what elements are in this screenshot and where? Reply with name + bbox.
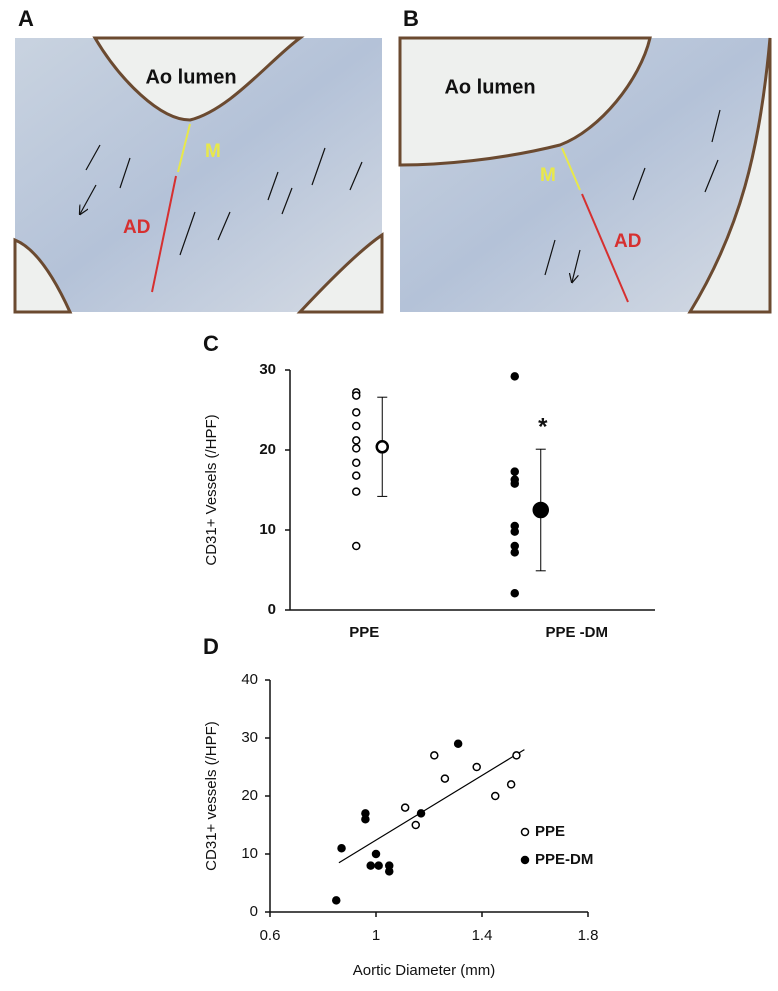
mean-point xyxy=(532,501,549,519)
data-point xyxy=(510,588,519,598)
data-point xyxy=(400,803,410,812)
legend-marker xyxy=(520,827,530,837)
micrograph-b: B Ao lumen M AD xyxy=(398,6,772,314)
data-point xyxy=(352,408,361,417)
data-point xyxy=(374,861,383,870)
panel-label: D xyxy=(203,634,219,659)
data-point xyxy=(510,548,519,557)
x-tick-label: 1.4 xyxy=(472,927,493,944)
y-axis-label: CD31+ vessels (/HPF) xyxy=(203,721,220,871)
data-point xyxy=(411,820,420,830)
panel-label: C xyxy=(203,331,219,356)
panel-label: A xyxy=(18,6,34,31)
adventitia-label: AD xyxy=(123,217,150,238)
y-tick-label: 0 xyxy=(250,903,258,920)
data-point xyxy=(440,774,450,783)
lumen-label: Ao lumen xyxy=(145,66,236,88)
data-point xyxy=(510,372,519,381)
y-tick-label: 0 xyxy=(268,601,276,618)
x-tick-label: 1.8 xyxy=(578,927,599,944)
data-point xyxy=(352,471,361,480)
y-tick-label: 10 xyxy=(241,845,258,862)
micrograph-a: A Ao lumen M AD xyxy=(13,6,384,314)
y-tick-label: 10 xyxy=(259,521,276,538)
adventitia-label: AD xyxy=(614,231,641,252)
lumen-label: Ao lumen xyxy=(444,76,535,98)
x-tick-label: PPE xyxy=(349,624,379,641)
data-point xyxy=(506,780,516,789)
data-point xyxy=(352,458,361,468)
legend-label: PPE xyxy=(535,823,565,840)
data-point xyxy=(371,849,381,859)
y-tick-label: 30 xyxy=(241,729,258,746)
data-point xyxy=(352,436,361,445)
data-point xyxy=(510,527,519,536)
data-point xyxy=(491,791,500,801)
y-axis-label: CD31+ Vessels (/HPF) xyxy=(203,414,220,565)
data-point xyxy=(430,751,439,760)
data-point xyxy=(352,541,361,551)
y-tick-label: 20 xyxy=(259,441,276,458)
data-point xyxy=(361,814,370,824)
significance: * xyxy=(538,413,548,440)
data-point xyxy=(366,861,375,870)
x-tick-label: PPE -DM xyxy=(545,624,608,641)
data-point xyxy=(352,421,361,431)
data-point xyxy=(453,739,463,749)
media-label: M xyxy=(205,141,221,162)
y-tick-label: 30 xyxy=(259,361,276,378)
data-point xyxy=(332,896,341,905)
data-point xyxy=(510,467,519,476)
y-tick-label: 40 xyxy=(241,671,258,688)
data-point xyxy=(385,867,394,876)
data-point xyxy=(472,762,481,772)
legend-marker xyxy=(520,855,530,865)
data-point xyxy=(352,444,361,453)
x-tick-label: 1 xyxy=(372,927,380,944)
media-label: M xyxy=(540,165,556,186)
data-point xyxy=(512,751,521,760)
x-tick-label: 0.6 xyxy=(260,927,281,944)
data-point xyxy=(352,391,361,400)
data-point xyxy=(337,843,346,853)
data-point xyxy=(416,809,426,818)
mean-point xyxy=(375,440,389,454)
y-tick-label: 20 xyxy=(241,787,258,804)
legend-label: PPE-DM xyxy=(535,851,593,868)
panel-label: B xyxy=(403,6,419,31)
trend-line xyxy=(338,749,525,864)
data-point xyxy=(510,479,519,488)
data-point xyxy=(352,487,361,496)
x-axis-label: Aortic Diameter (mm) xyxy=(353,962,496,979)
